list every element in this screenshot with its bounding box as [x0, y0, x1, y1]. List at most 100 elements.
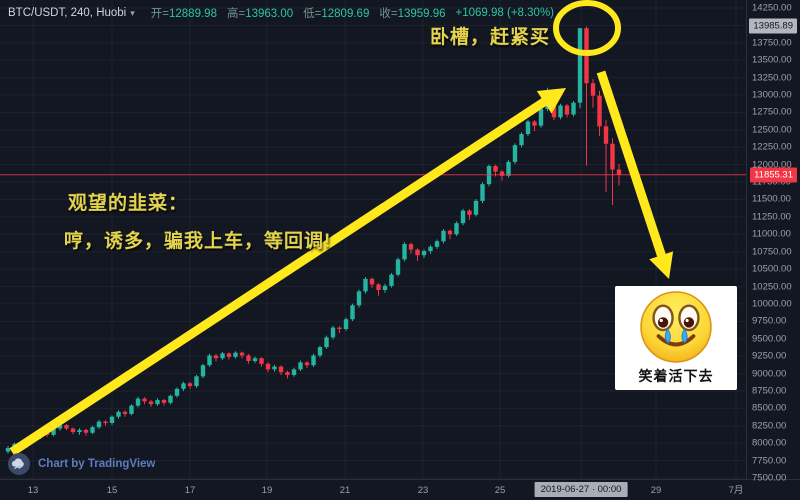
crosshair-date-label: 2019-06-27 · 00:00 — [534, 482, 628, 497]
candle-body — [363, 278, 368, 292]
time-tick-label: 29 — [650, 485, 662, 496]
price-tick-label: 9000.00 — [752, 368, 787, 380]
candle-body — [285, 372, 290, 375]
chevron-down-icon[interactable]: ▾ — [130, 7, 135, 18]
time-tick-label: 17 — [184, 485, 196, 496]
price-tick-label: 11500.00 — [752, 193, 791, 205]
candle-body — [168, 395, 173, 403]
last-price-label: 11855.31 — [750, 167, 797, 183]
time-axis[interactable]: 13 15 17 19 21 23 25 29 7月 — [0, 479, 800, 500]
drop-arrow-shaft — [596, 70, 667, 259]
candle-body — [415, 249, 420, 256]
open-value: 12889.98 — [169, 8, 217, 20]
price-tick-label: 13750.00 — [752, 37, 792, 49]
tradingview-watermark[interactable]: Chart by TradingView — [8, 453, 155, 475]
symbol-title[interactable]: BTC/USDT, 240, Huobi — [8, 7, 127, 19]
candle-body — [187, 383, 193, 387]
candle-body — [402, 244, 407, 260]
price-tick-label: 13250.00 — [752, 72, 792, 84]
candle-body — [96, 421, 102, 428]
candle-body — [558, 105, 563, 118]
change-value: +1069.98 (+8.30%) — [455, 7, 554, 19]
price-tick-label: 7500.00 — [752, 472, 787, 484]
candle-body — [382, 285, 388, 290]
candle-body — [239, 352, 245, 356]
watermark-label: Chart by TradingView — [38, 458, 156, 470]
price-tick-label: 10250.00 — [752, 281, 792, 293]
price-tick-label: 9250.00 — [752, 350, 787, 362]
candle-body — [350, 305, 355, 320]
candle-body — [265, 363, 271, 370]
time-tick-label: 19 — [261, 485, 273, 496]
candle-body — [135, 398, 141, 406]
low-value: 12809.69 — [321, 8, 370, 20]
price-tick-label: 10500.00 — [752, 263, 792, 275]
candle-body — [220, 353, 225, 359]
price-tick-label: 12250.00 — [752, 141, 792, 153]
open-label: 开= — [150, 8, 169, 20]
candle-body — [441, 230, 446, 242]
candle-body — [395, 259, 401, 275]
close-label: 收= — [379, 8, 398, 20]
candle-body — [434, 241, 440, 247]
candle-body — [291, 369, 297, 375]
candle-body — [389, 274, 394, 286]
candle-body — [610, 143, 615, 170]
candle-body — [519, 134, 524, 146]
candle-body — [408, 244, 414, 250]
tradingview-logo-icon — [8, 453, 30, 475]
candle-body — [259, 358, 264, 364]
time-tick-label: 21 — [339, 485, 351, 496]
candle-body — [564, 105, 570, 115]
emoji-caption: 笑着活下去 — [638, 368, 714, 384]
price-tick-label: 12000.00 — [752, 159, 792, 171]
candle-body — [525, 121, 531, 135]
price-axis[interactable]: 14250.00 13750.00 13500.00 13250.00 13000.00… — [746, 0, 800, 484]
candle-body — [103, 421, 108, 423]
grid-lines — [0, 0, 746, 479]
close-value: 13959.96 — [397, 8, 446, 20]
candle-body — [181, 383, 186, 389]
candle-body — [538, 108, 544, 126]
candle-body — [129, 405, 134, 414]
candle-body — [480, 184, 485, 201]
annotation-drawings — [9, 0, 674, 456]
candle-body — [376, 284, 381, 290]
crosshair-price-label: 13985.89 — [749, 18, 797, 34]
candle-body — [51, 428, 56, 435]
candle-body — [272, 366, 277, 370]
time-tick-label: 25 — [494, 485, 506, 496]
candle-body — [161, 400, 167, 403]
price-tick-label: 7750.00 — [752, 455, 787, 467]
candle-body — [616, 169, 622, 175]
candle-body — [304, 362, 310, 366]
time-tick-label: 13 — [27, 485, 39, 496]
ohlc-readout: 开=12889.98 高=13963.00 低=12809.69 收=13959… — [151, 5, 446, 21]
trend-arrow-up-shaft — [9, 96, 550, 456]
candle-body — [317, 347, 323, 356]
price-tick-label: 12750.00 — [752, 106, 792, 118]
candle-body — [109, 416, 115, 423]
candle-body — [532, 121, 537, 126]
time-tick-label: 7月 — [728, 485, 744, 496]
candle-body — [155, 400, 160, 405]
candle-body — [473, 200, 479, 215]
peak-circle-highlight — [553, 0, 621, 56]
chart-header: BTC/USDT, 240, Huobi ▾ 开=12889.98 高=1396… — [8, 5, 554, 21]
annotation-observer-title: 观望的韭菜： — [68, 193, 189, 214]
price-tick-label: 8500.00 — [752, 402, 787, 414]
price-tick-label: 8750.00 — [752, 385, 787, 397]
candle-body — [337, 327, 342, 329]
price-tick-label: 9750.00 — [752, 315, 787, 327]
trend-arrow-up-head — [536, 88, 566, 114]
candle-body — [506, 161, 511, 176]
price-tick-label: 11000.00 — [752, 228, 791, 240]
candle-body — [597, 95, 602, 127]
price-tick-label: 13500.00 — [752, 54, 792, 66]
price-tick-label: 8250.00 — [752, 420, 787, 432]
candle-body — [213, 355, 219, 359]
price-tick-label: 14250.00 — [752, 2, 792, 14]
candle-body — [454, 223, 459, 235]
